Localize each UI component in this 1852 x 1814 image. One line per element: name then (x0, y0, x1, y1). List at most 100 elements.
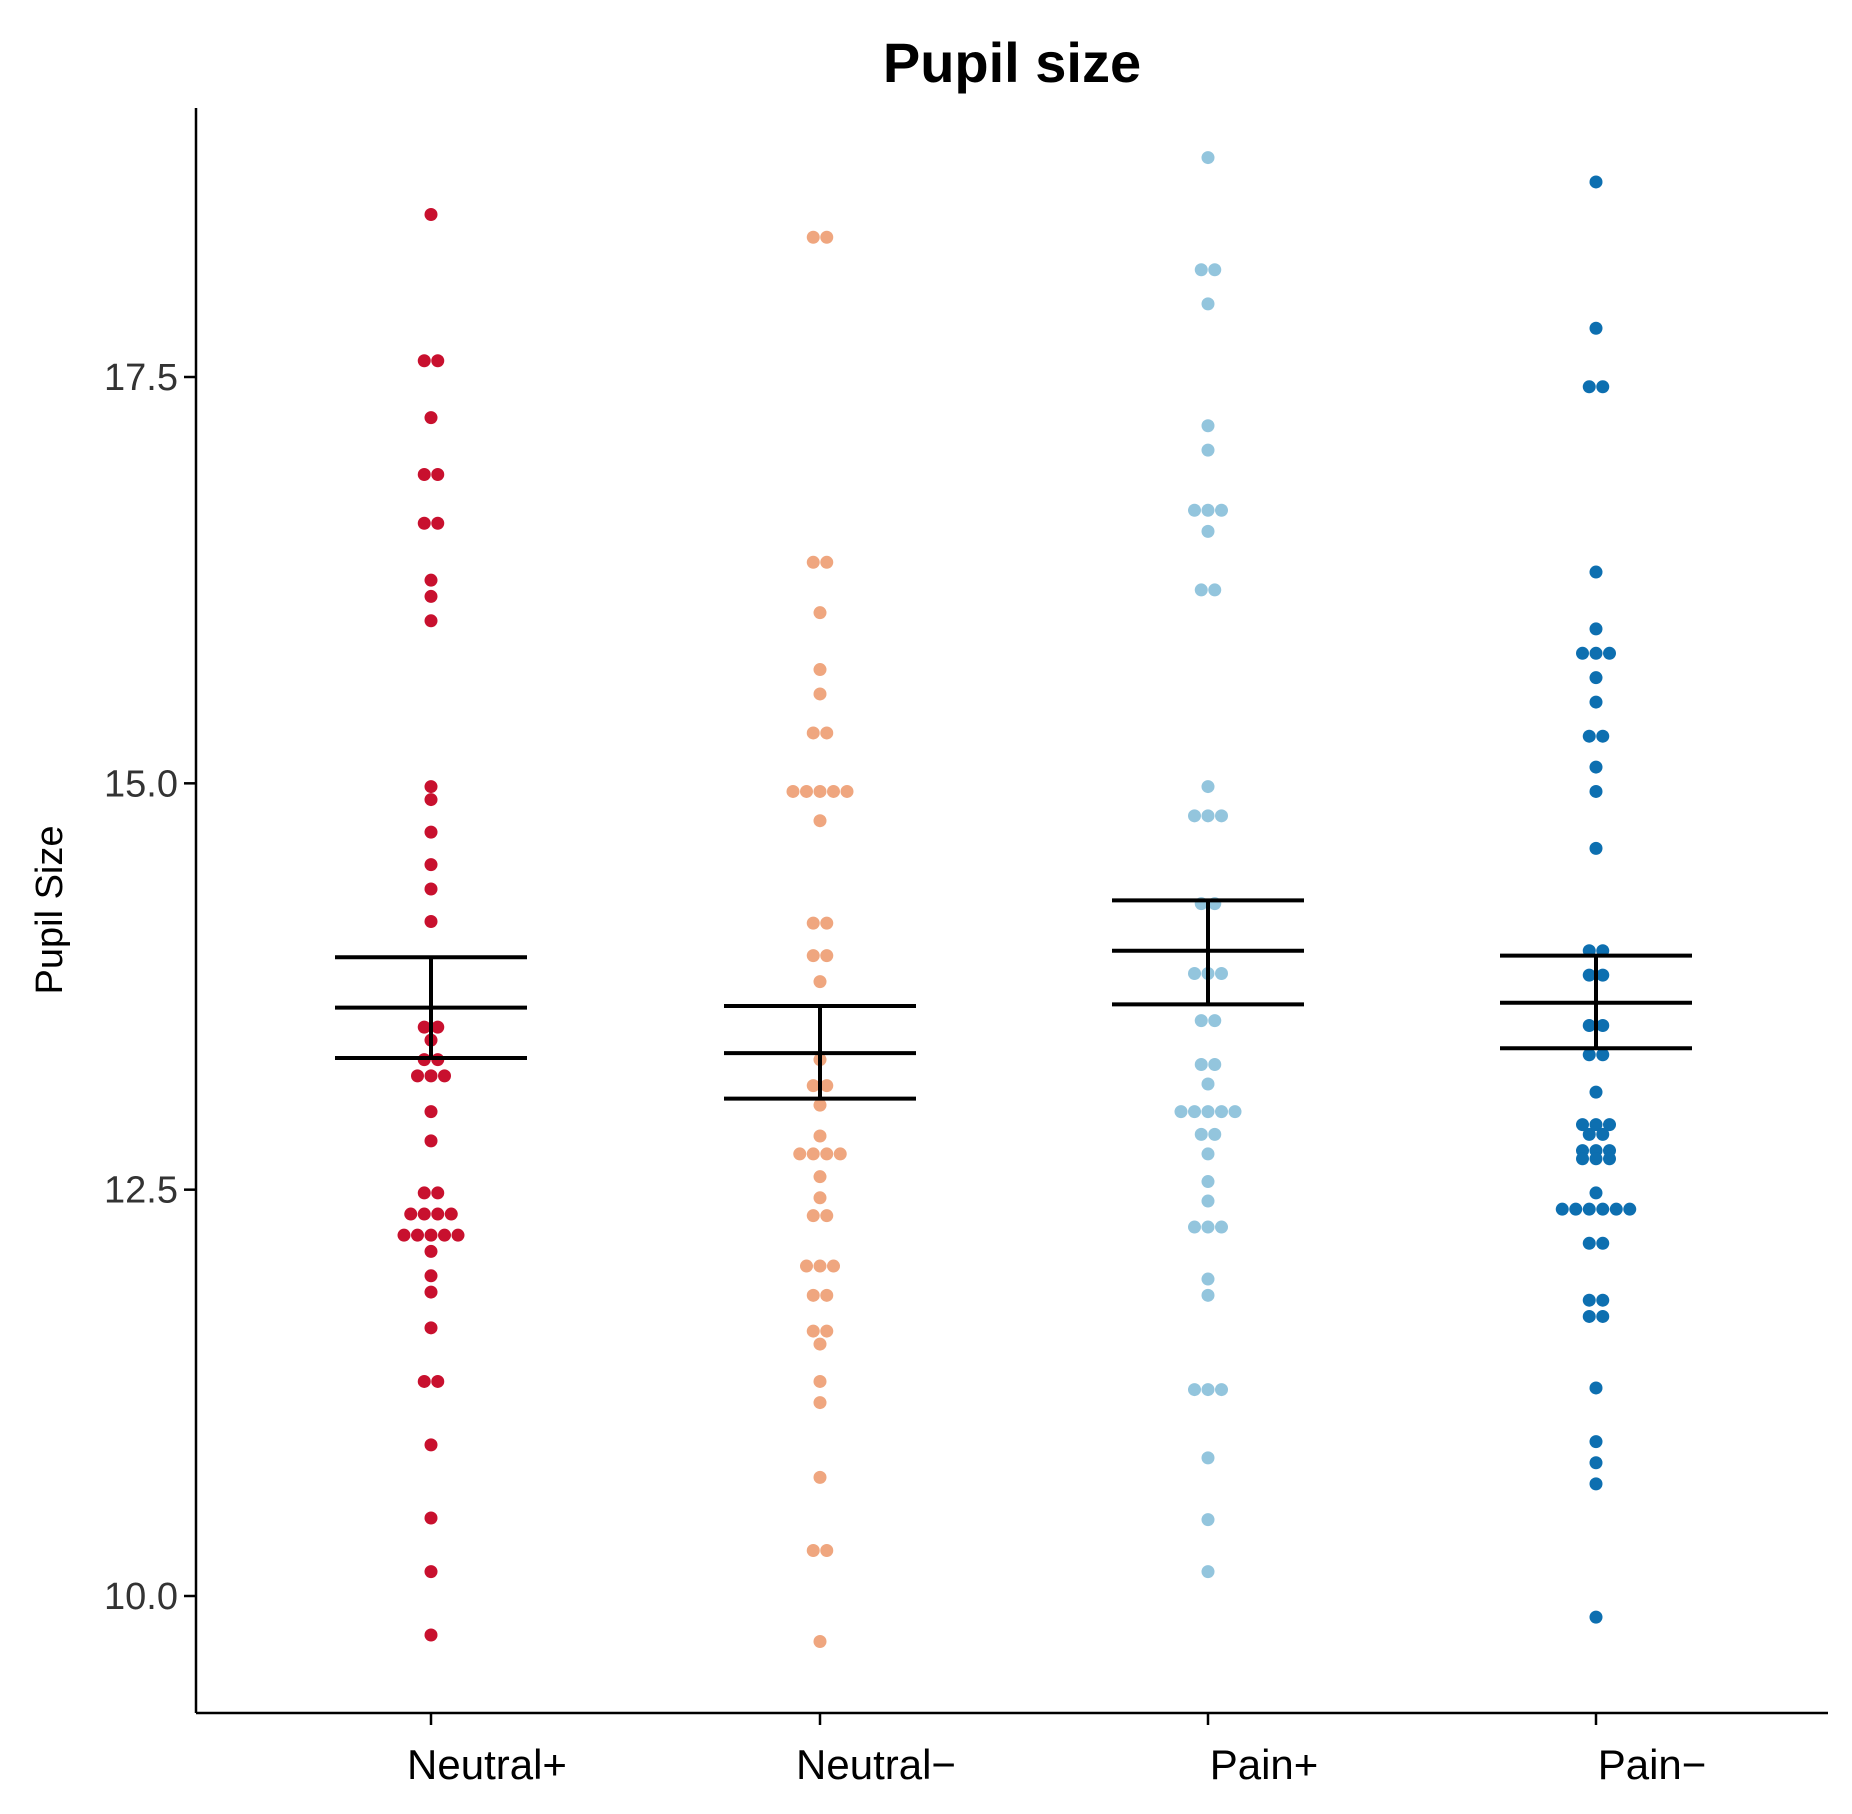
data-point (827, 1259, 840, 1273)
data-point (1201, 809, 1215, 823)
data-point (1201, 1077, 1215, 1091)
data-point (1194, 263, 1208, 277)
data-point (813, 784, 827, 798)
y-tick-label: 15.0 (104, 763, 178, 805)
data-point (417, 1374, 431, 1388)
data-point (1582, 380, 1596, 394)
y-tick-label: 10.0 (104, 1576, 178, 1618)
data-point (424, 589, 438, 603)
data-point (1582, 1293, 1596, 1307)
data-point (820, 1079, 834, 1093)
x-tick-label: Neutral− (796, 1741, 956, 1788)
data-point (1201, 1194, 1215, 1208)
data-point (1596, 1127, 1610, 1141)
data-point (411, 1069, 424, 1083)
data-point (1188, 503, 1201, 517)
data-point (1208, 583, 1222, 597)
data-point (431, 354, 445, 368)
data-point (1582, 729, 1596, 743)
data-point (806, 1147, 820, 1161)
data-point (813, 1635, 827, 1649)
data-point (424, 882, 438, 896)
data-point (1188, 1220, 1201, 1234)
data-point (424, 1105, 438, 1119)
data-point (1201, 443, 1215, 457)
data-point (820, 726, 834, 740)
data-point (1188, 966, 1201, 980)
data-point (1576, 1118, 1589, 1132)
data-point (1208, 1058, 1222, 1072)
data-point (1582, 968, 1596, 982)
data-point (1582, 1127, 1596, 1141)
data-point (424, 1628, 438, 1642)
data-point (1609, 1202, 1623, 1216)
data-point (1589, 175, 1603, 189)
data-point (431, 468, 445, 482)
data-point (806, 1288, 820, 1302)
x-tick-label: Neutral+ (407, 1741, 567, 1788)
data-point (1589, 321, 1603, 335)
data-point (1589, 695, 1603, 709)
data-point (1208, 1014, 1222, 1028)
series-4-errorbar (1500, 953, 1692, 1051)
data-point (1215, 1105, 1228, 1119)
data-point (417, 1020, 431, 1034)
data-point (827, 784, 840, 798)
data-point (813, 1191, 827, 1205)
data-point (1623, 1202, 1637, 1216)
data-point (1582, 1309, 1596, 1323)
data-point (820, 1288, 834, 1302)
data-point (424, 1269, 438, 1283)
data-point (1201, 1105, 1215, 1119)
data-point (1582, 1236, 1596, 1250)
data-point (1589, 622, 1603, 636)
data-point (1208, 263, 1222, 277)
data-point (1576, 1152, 1589, 1166)
data-point (1201, 1565, 1215, 1579)
data-point (1201, 419, 1215, 433)
data-point (1201, 1147, 1215, 1161)
series-3-points (1174, 151, 1242, 1579)
data-point (424, 207, 438, 221)
data-point (424, 411, 438, 425)
data-point (1569, 1202, 1583, 1216)
chart-title: Pupil size (883, 31, 1141, 94)
data-point (1208, 1127, 1222, 1141)
data-point (1589, 1435, 1603, 1449)
series-2-points (786, 230, 854, 1649)
data-point (820, 1324, 834, 1338)
data-point (1596, 1019, 1610, 1033)
data-point (1596, 1293, 1610, 1307)
data-point (820, 916, 834, 930)
data-point (431, 516, 445, 530)
data-point (813, 606, 827, 620)
series-3-errorbar (1112, 898, 1304, 1007)
data-point (806, 916, 820, 930)
data-point (1589, 784, 1603, 798)
data-point (806, 230, 820, 244)
data-point (806, 1324, 820, 1338)
data-point (1596, 1236, 1610, 1250)
data-point (424, 858, 438, 872)
data-point (813, 1396, 827, 1410)
data-point (431, 1207, 445, 1221)
data-point (424, 914, 438, 928)
data-point (1201, 1175, 1215, 1189)
data-point (813, 1337, 827, 1351)
y-tick-label: 17.5 (104, 357, 178, 399)
data-point (1201, 780, 1215, 794)
data-point (1201, 1288, 1215, 1302)
data-point (1589, 1477, 1603, 1491)
data-point (444, 1207, 458, 1221)
data-point (397, 1228, 411, 1242)
data-point (1188, 1105, 1201, 1119)
data-point (1582, 1048, 1596, 1062)
data-point (806, 1079, 820, 1093)
data-point (793, 1147, 807, 1161)
data-point (424, 1228, 438, 1242)
data-point (813, 814, 827, 828)
data-point (1228, 1105, 1242, 1119)
data-point (424, 573, 438, 587)
data-point (1215, 503, 1228, 517)
